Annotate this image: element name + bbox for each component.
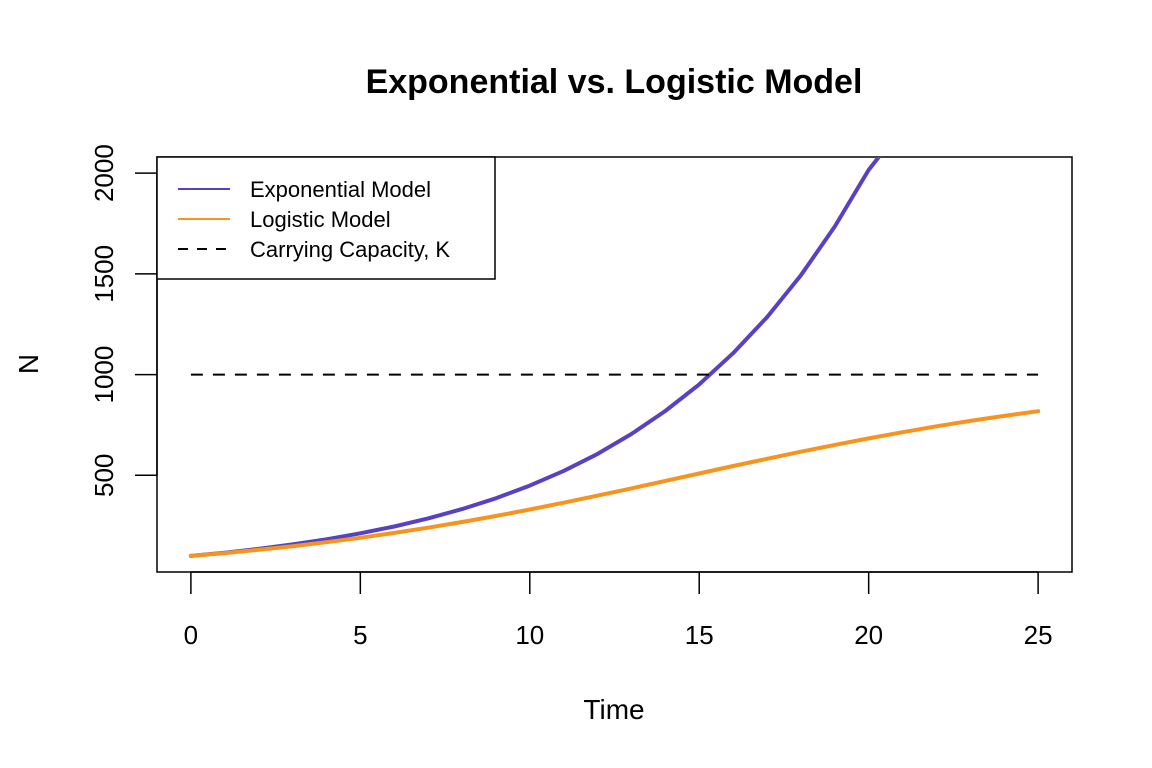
y-tick-label: 2000: [89, 144, 119, 202]
chart-title: Exponential vs. Logistic Model: [366, 63, 863, 101]
legend-label: Exponential Model: [250, 177, 431, 202]
x-tick-label: 5: [353, 620, 367, 650]
legend-label: Logistic Model: [250, 207, 391, 232]
y-axis-label: N: [13, 354, 44, 374]
x-tick-label: 20: [854, 620, 883, 650]
series-layer: [188, 157, 1041, 558]
x-axis-label: Time: [583, 694, 644, 725]
x-axis: 0 5 10 15 20 25: [184, 571, 1053, 650]
x-tick-label: 15: [685, 620, 714, 650]
exponential-model-line: [188, 157, 881, 558]
y-tick-label: 500: [89, 454, 119, 497]
x-tick-label: 0: [184, 620, 198, 650]
y-axis: 500 1000 1500 2000: [89, 144, 158, 497]
y-tick-label: 1000: [89, 346, 119, 404]
x-tick-label: 10: [515, 620, 544, 650]
legend-label: Carrying Capacity, K: [250, 237, 450, 262]
x-tick-label: 25: [1024, 620, 1053, 650]
legend: Exponential Model Logistic Model Carrying …: [156, 156, 496, 280]
logistic-model-line: [188, 409, 1041, 558]
y-tick-label: 1500: [89, 245, 119, 303]
